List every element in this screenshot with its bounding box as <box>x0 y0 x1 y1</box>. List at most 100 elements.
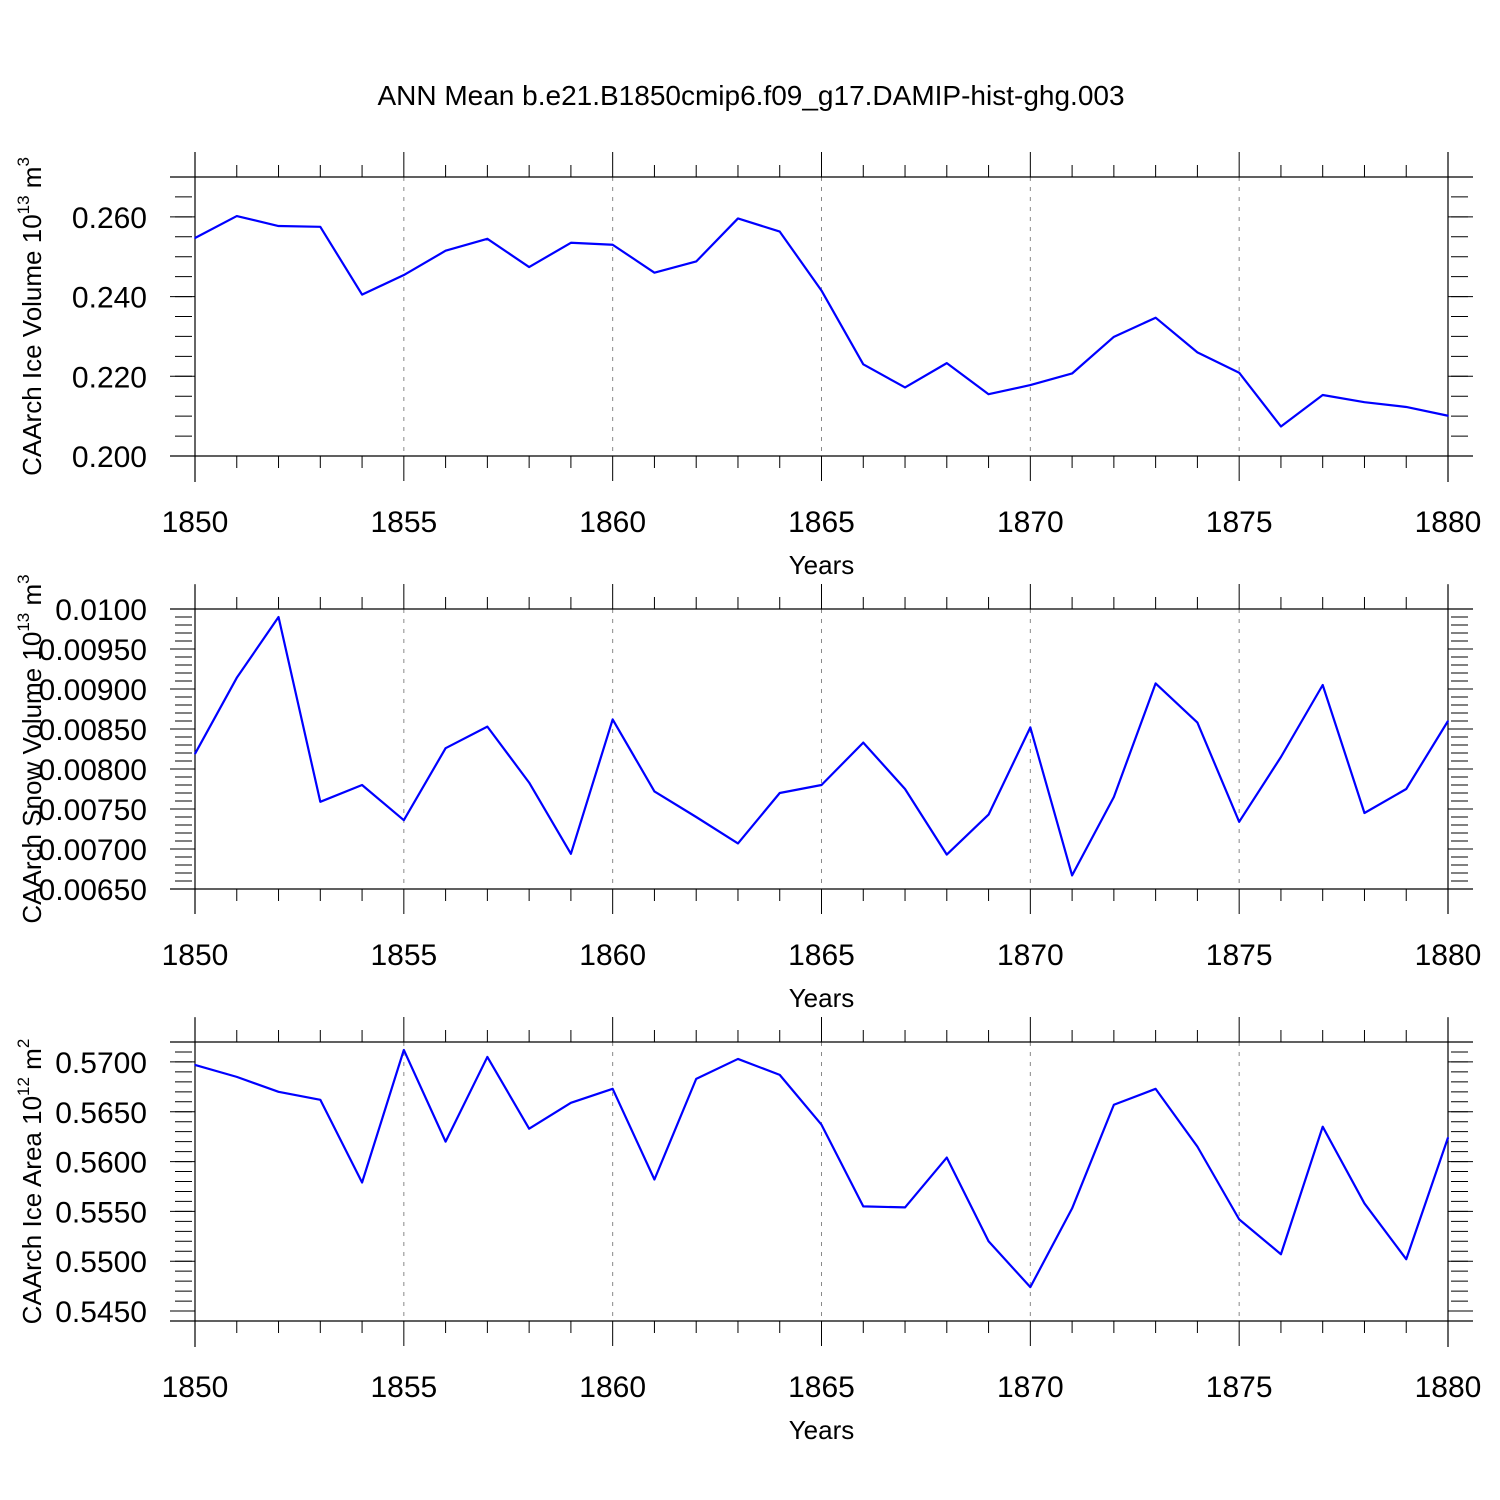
data-point <box>946 853 948 856</box>
y-tick-label: 0.00700 <box>39 834 147 867</box>
data-point <box>361 293 363 296</box>
data-point <box>820 784 823 786</box>
x-tick-label: 1880 <box>1415 1371 1482 1404</box>
y-axis-label: CAArch Snow Volume 1013 m3 <box>14 574 47 923</box>
data-point <box>946 362 948 364</box>
data-point <box>695 816 697 818</box>
data-point <box>1405 1258 1408 1261</box>
data-point <box>277 616 280 618</box>
y-tick-label: 0.00650 <box>39 874 147 907</box>
y-tick-label: 0.5500 <box>55 1246 147 1279</box>
y-tick-label: 0.5700 <box>55 1047 147 1080</box>
data-point <box>611 718 614 721</box>
data-point <box>1154 682 1157 685</box>
data-point <box>486 725 489 728</box>
data-point <box>653 271 656 274</box>
data-point <box>1196 721 1199 724</box>
data-point <box>1113 1103 1115 1106</box>
data-point <box>235 1076 238 1078</box>
y-tick-label: 0.00900 <box>39 674 147 707</box>
data-point <box>862 1205 865 1208</box>
x-tick-label: 1875 <box>1206 1371 1273 1404</box>
data-point <box>277 1091 280 1093</box>
data-point <box>611 1088 614 1090</box>
x-tick-label: 1865 <box>788 506 855 539</box>
x-tick-label: 1855 <box>370 1371 437 1404</box>
data-point <box>1321 394 1324 396</box>
data-point <box>1321 1125 1324 1128</box>
data-point <box>1238 371 1240 374</box>
data-point <box>528 266 530 268</box>
y-tick-label: 0.0100 <box>55 594 147 627</box>
data-point <box>778 792 781 794</box>
data-point <box>403 819 405 821</box>
data-point <box>1029 1286 1032 1288</box>
y-tick-label: 0.00950 <box>39 634 147 667</box>
data-point <box>319 226 322 228</box>
data-point <box>444 747 447 749</box>
data-point <box>653 1178 656 1181</box>
data-point <box>904 386 906 389</box>
data-point <box>611 243 614 246</box>
x-tick-label: 1870 <box>997 939 1064 972</box>
data-point <box>1071 1207 1073 1210</box>
data-point <box>528 1127 530 1130</box>
x-tick-label: 1860 <box>579 939 646 972</box>
data-point <box>1071 874 1073 877</box>
data-point <box>653 790 656 793</box>
x-tick-label: 1865 <box>788 939 855 972</box>
x-tick-label: 1880 <box>1415 506 1482 539</box>
x-tick-label: 1850 <box>162 506 229 539</box>
data-point <box>1405 406 1408 408</box>
x-tick-label: 1880 <box>1415 939 1482 972</box>
data-point <box>194 753 196 755</box>
data-point <box>403 1049 405 1051</box>
data-point <box>528 781 530 784</box>
data-point <box>403 274 405 276</box>
data-point <box>319 1098 322 1101</box>
y-axis-label: CAArch Ice Volume 1013 m3 <box>14 157 47 476</box>
x-tick-label: 1860 <box>579 506 646 539</box>
data-point <box>235 677 238 679</box>
series-line <box>194 615 1449 877</box>
data-point <box>778 1074 781 1076</box>
y-axis-label: CAArch Ice Area 1012 m2 <box>14 1039 47 1325</box>
y-tick-label: 0.5550 <box>55 1196 147 1229</box>
x-tick-label: 1850 <box>162 939 229 972</box>
data-point <box>1113 796 1115 798</box>
y-tick-label: 0.240 <box>72 282 147 315</box>
data-point <box>1447 1136 1449 1139</box>
data-point <box>194 1064 196 1066</box>
y-tick-label: 0.00850 <box>39 714 147 747</box>
data-point <box>820 289 823 292</box>
panel-1: 1850 1855 1860 1865 1870 1875 1880 0.200 0.220 0.… <box>14 152 1481 580</box>
data-point <box>987 393 990 396</box>
x-axis-label: Years <box>789 1415 855 1445</box>
data-point <box>570 1101 572 1104</box>
data-point <box>1321 684 1324 686</box>
x-tick-label: 1865 <box>788 1371 855 1404</box>
data-point <box>570 241 572 244</box>
x-axis-label: Years <box>789 550 855 580</box>
data-point <box>277 225 280 227</box>
data-point <box>862 363 865 366</box>
data-point <box>1071 372 1073 375</box>
data-point <box>194 237 196 239</box>
data-point <box>1196 1145 1199 1148</box>
panel-3: 1850 1855 1860 1865 1870 1875 1880 0.5450 0.5500… <box>14 1017 1481 1445</box>
chart-title: ANN Mean b.e21.B1850cmip6.f09_g17.DAMIP-… <box>377 80 1124 111</box>
x-tick-label: 1850 <box>162 1371 229 1404</box>
data-point <box>737 1058 739 1060</box>
y-tick-label: 0.260 <box>72 202 147 235</box>
data-point <box>1196 351 1199 354</box>
data-point <box>987 813 990 816</box>
data-point <box>1029 726 1032 729</box>
data-point <box>862 741 865 744</box>
data-point <box>319 801 322 803</box>
x-tick-label: 1870 <box>997 506 1064 539</box>
data-point <box>486 1056 489 1058</box>
data-point <box>1238 1218 1240 1221</box>
data-point <box>695 1078 697 1080</box>
y-tick-label: 0.00750 <box>39 794 147 827</box>
